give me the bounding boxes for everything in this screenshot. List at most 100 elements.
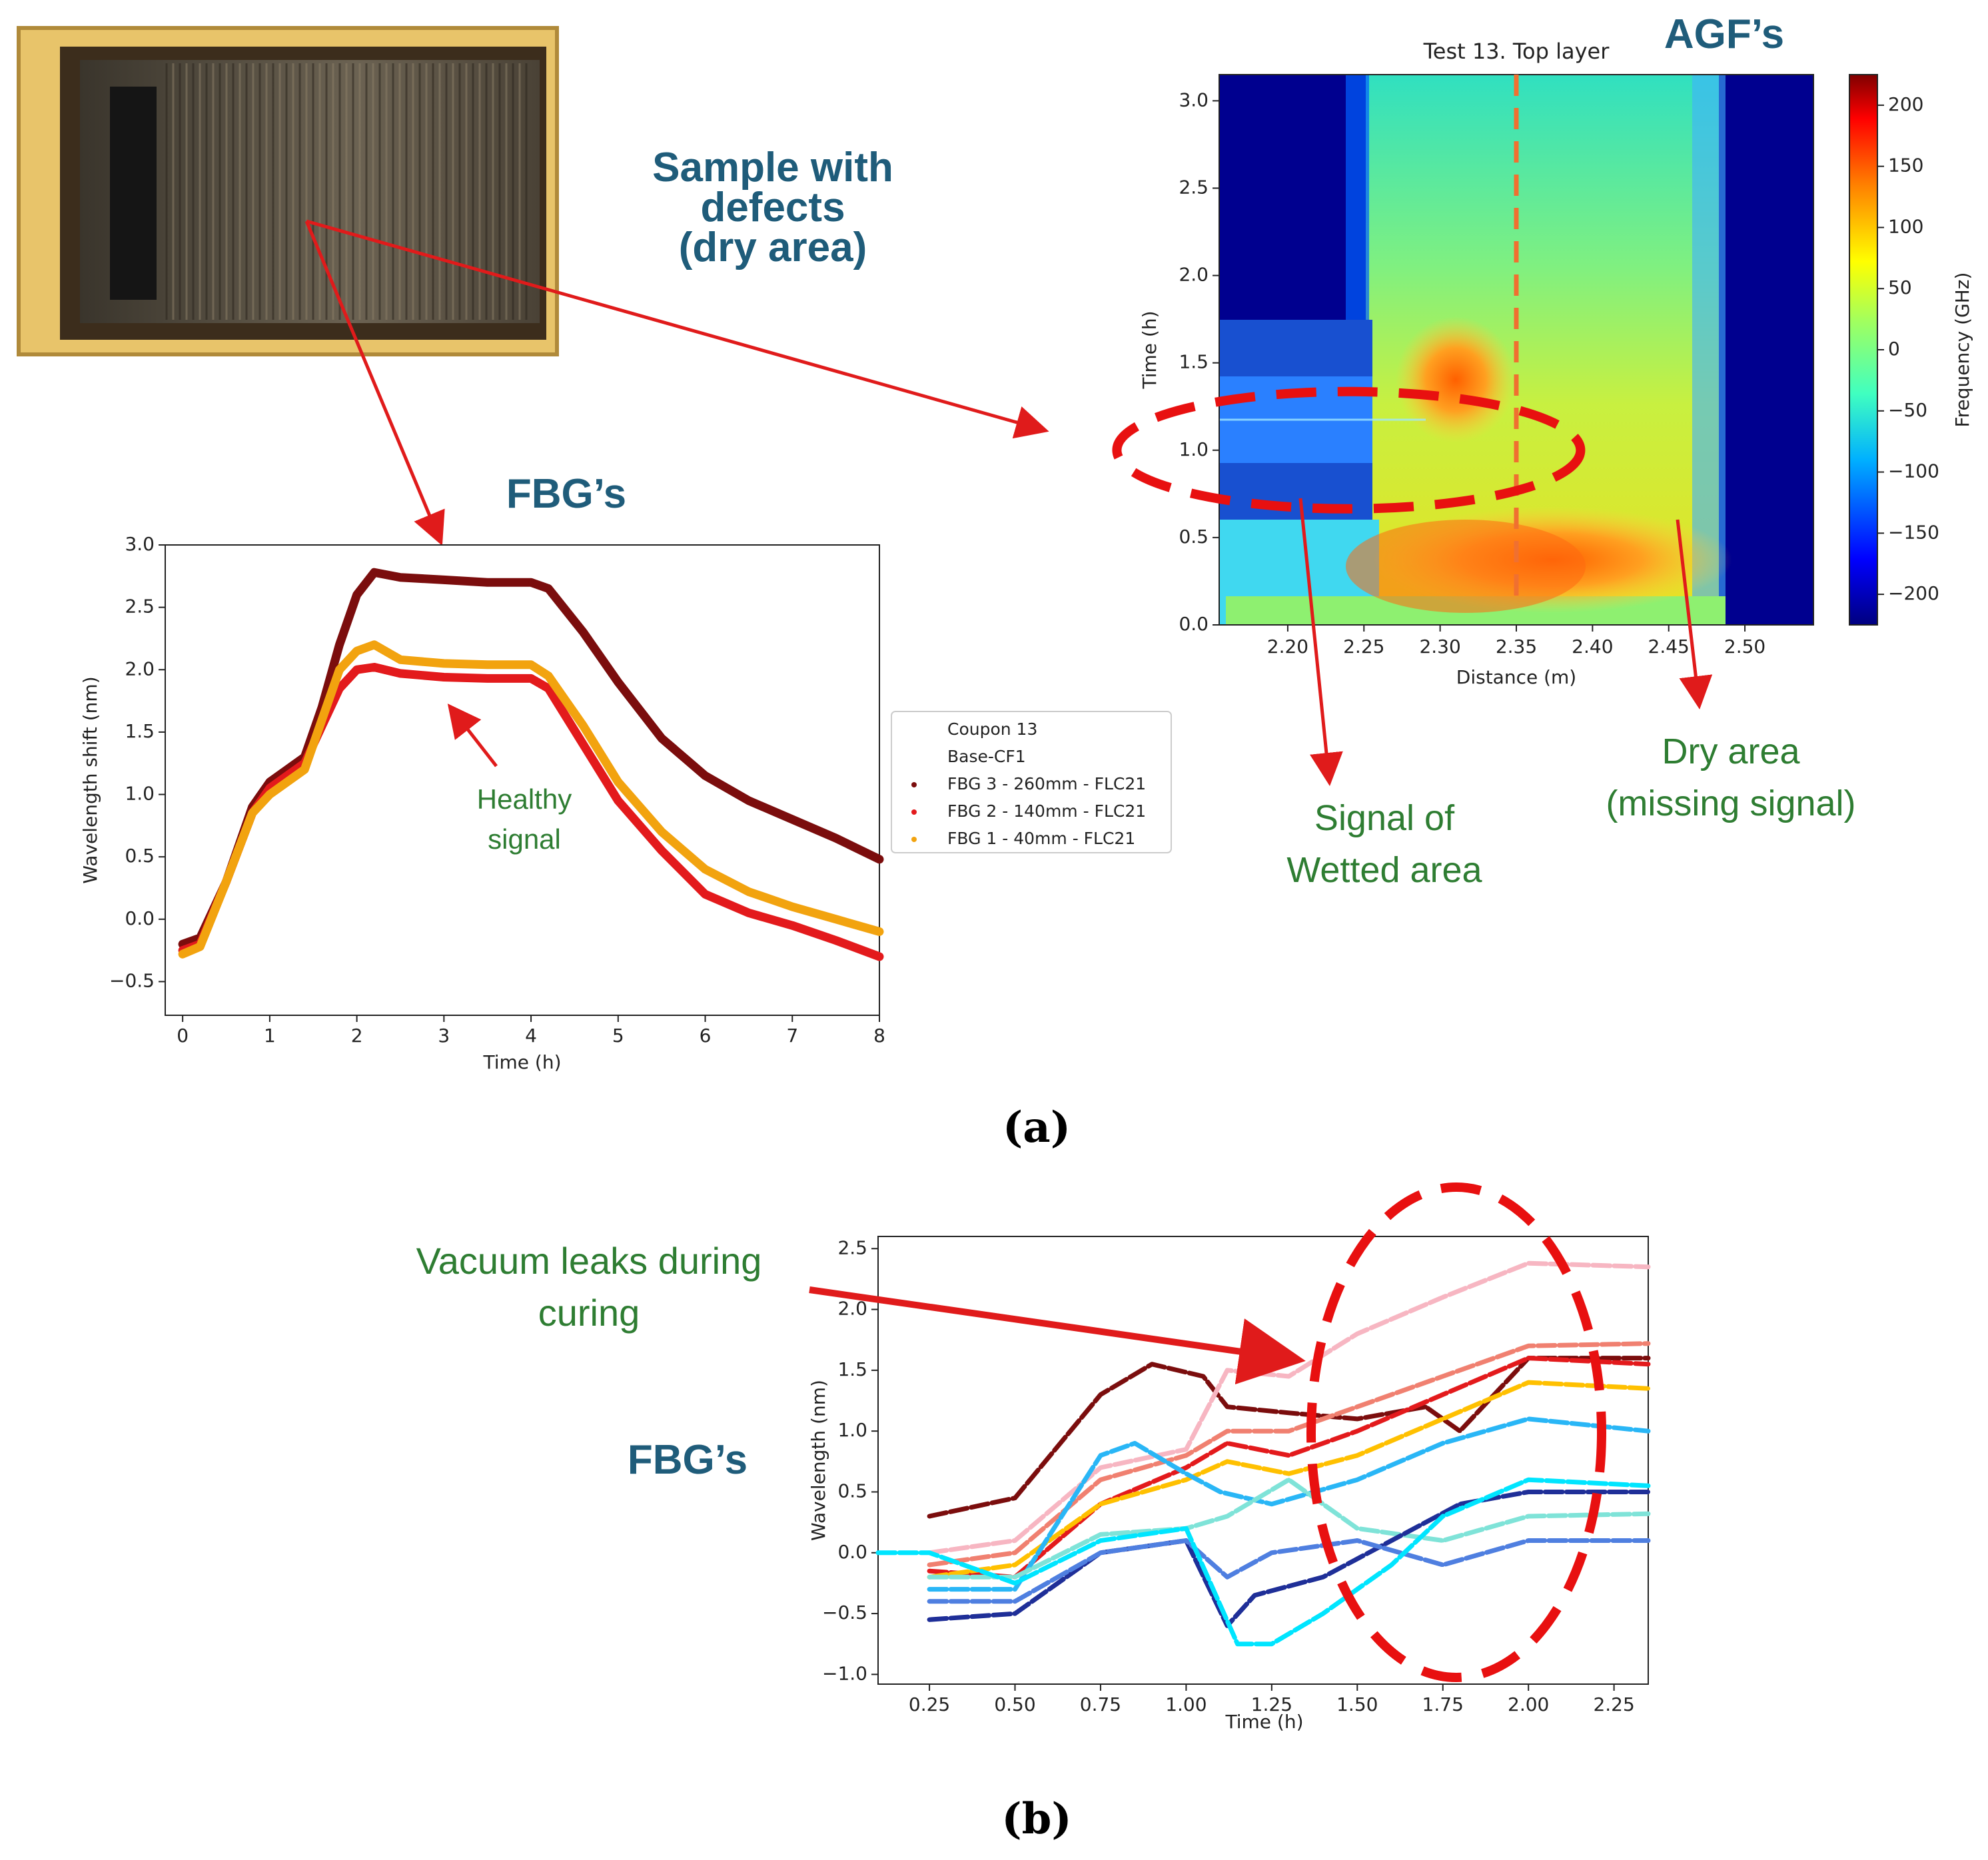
x-tick-label: 8 xyxy=(873,1025,885,1047)
x-tick-label: 7 xyxy=(786,1025,798,1047)
legend-marker-fbg1 xyxy=(911,837,917,842)
colorbar-tick-label: 150 xyxy=(1888,155,1923,177)
wetted-arrow xyxy=(1298,498,1343,786)
x-tick-label: 1 xyxy=(264,1025,276,1047)
y-tick-label: 0.5 xyxy=(125,845,155,867)
data-point xyxy=(1440,1295,1445,1300)
chart-a-legend: Coupon 13 Base-CF1 FBG 3 - 260mm - FLC21… xyxy=(891,711,1172,853)
data-point xyxy=(702,866,708,872)
data-point xyxy=(1526,1490,1531,1494)
colorbar-label: Frequency (GHz) xyxy=(1951,272,1973,428)
data-point xyxy=(1269,1502,1274,1506)
data-point xyxy=(580,741,586,747)
x-tick-label: 6 xyxy=(700,1025,712,1047)
data-point xyxy=(528,580,534,586)
data-point xyxy=(1252,1593,1257,1598)
colorbar-tick-label: 100 xyxy=(1888,215,1923,237)
chart-a-xlabel: Time (h) xyxy=(482,1051,561,1073)
data-point xyxy=(1526,1356,1531,1360)
data-point xyxy=(1098,1502,1103,1506)
data-point xyxy=(1355,1453,1360,1458)
data-point xyxy=(1458,1429,1462,1434)
series-line-s3 xyxy=(927,1341,1651,1568)
data-point xyxy=(833,916,839,922)
data-point xyxy=(702,773,708,779)
data-point xyxy=(927,1569,932,1574)
data-point xyxy=(659,847,665,853)
heatmap-title: Test 13. Top layer xyxy=(1423,39,1610,64)
data-point xyxy=(1440,1416,1445,1421)
y-tick-label: 0.5 xyxy=(837,1480,867,1502)
data-point xyxy=(302,767,308,773)
data-point xyxy=(659,829,665,835)
colorbar-tick-label: −50 xyxy=(1888,399,1927,421)
data-point xyxy=(1440,1441,1445,1446)
y-tick-label: 2.0 xyxy=(1179,264,1209,286)
data-point xyxy=(580,630,586,636)
legend-marker-fbg3 xyxy=(911,782,917,787)
data-point xyxy=(789,923,795,929)
colorbar-tick-label: −150 xyxy=(1888,521,1939,543)
y-tick-label: 2.0 xyxy=(837,1298,867,1320)
data-point xyxy=(1526,1416,1531,1421)
heatmap-ylabel: Time (h) xyxy=(1139,310,1161,389)
y-tick-label: 0.0 xyxy=(125,907,155,929)
data-point xyxy=(1098,1453,1103,1458)
arrow-to-fbg-chart xyxy=(304,221,445,546)
x-tick-label: 2.25 xyxy=(1343,636,1384,658)
y-tick-label: 2.0 xyxy=(125,658,155,680)
series-line-s4 xyxy=(927,1356,1651,1580)
data-point xyxy=(927,1587,932,1592)
sample-title-line3: (dry area) xyxy=(679,225,867,270)
data-point xyxy=(833,937,839,943)
data-point xyxy=(1286,1410,1291,1415)
x-tick-label: 5 xyxy=(612,1025,624,1047)
data-point xyxy=(1355,1538,1360,1543)
sample-photo xyxy=(17,26,559,356)
caption-b: (b) xyxy=(1001,1794,1071,1844)
data-point xyxy=(1320,1575,1325,1580)
y-tick-label: 1.0 xyxy=(125,783,155,805)
data-point xyxy=(927,1563,932,1568)
data-point xyxy=(223,879,229,885)
data-point xyxy=(1098,1392,1103,1397)
fbg-title-b: FBG’s xyxy=(628,1437,747,1483)
data-point xyxy=(877,856,882,862)
data-point xyxy=(1389,1563,1394,1568)
data-point xyxy=(397,670,403,676)
sample-title-line1: Sample with xyxy=(652,145,893,191)
heatmap-highlight-ellipse xyxy=(1112,386,1586,514)
data-point xyxy=(1098,1550,1103,1555)
data-point xyxy=(927,1618,932,1622)
data-point xyxy=(1440,1563,1445,1568)
colorbar-tick-label: 50 xyxy=(1888,276,1912,298)
x-tick-label: 2 xyxy=(351,1025,363,1047)
data-point xyxy=(1184,1472,1189,1476)
colorbar-ticks: 200 150 100 50 0 −50 −100 −150 −200 xyxy=(1877,93,1939,604)
data-point xyxy=(580,723,586,729)
vacuum-leak-ellipse xyxy=(1306,1182,1606,1682)
data-point xyxy=(1201,1374,1206,1378)
data-point xyxy=(319,717,325,723)
x-tick-label: 0.50 xyxy=(994,1693,1035,1715)
y-tick-label: 1.5 xyxy=(125,720,155,742)
data-point xyxy=(1286,1472,1291,1476)
y-tick-label: −0.5 xyxy=(109,969,155,991)
data-point xyxy=(1526,1344,1531,1348)
data-point xyxy=(336,642,342,648)
data-point xyxy=(1355,1332,1360,1336)
legend-entry-fbg2: FBG 2 - 140mm - FLC21 xyxy=(947,801,1146,821)
chart-a-series xyxy=(178,568,884,961)
data-point xyxy=(1355,1478,1360,1482)
x-tick-label: 1.75 xyxy=(1422,1693,1464,1715)
data-point xyxy=(1286,1478,1291,1482)
x-tick-label: 0.25 xyxy=(909,1693,950,1715)
heatmap-xlabel: Distance (m) xyxy=(1456,666,1576,688)
data-point xyxy=(197,944,203,950)
data-point xyxy=(371,642,377,648)
vacuum-label-line1: Vacuum leaks during xyxy=(416,1240,762,1282)
y-tick-label: −0.5 xyxy=(822,1602,867,1624)
colorbar-tick-label: −100 xyxy=(1888,460,1939,482)
data-point xyxy=(1646,1538,1650,1543)
